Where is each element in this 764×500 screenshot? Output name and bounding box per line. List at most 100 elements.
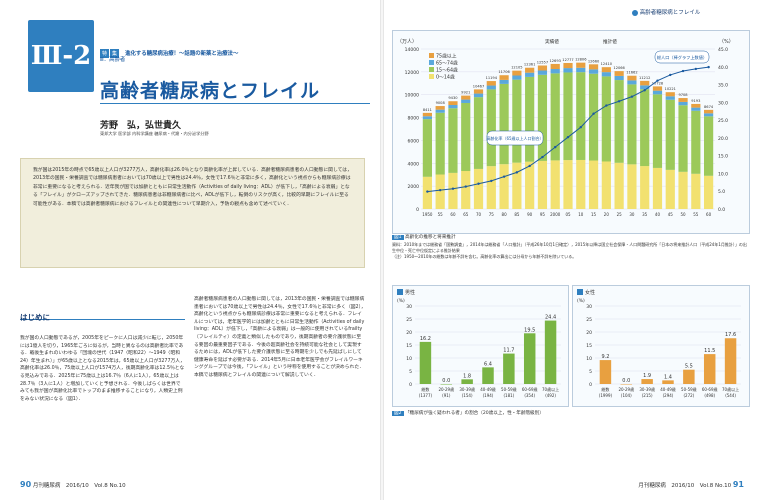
bar-segment: [652, 86, 663, 91]
data-label: 0.0: [622, 378, 630, 384]
figure-1-note-source: 資料：2010年までは総務省「国勢調査」，2014年は総務省「人口推計」（平成2…: [392, 242, 747, 253]
data-label: 24.4: [545, 315, 556, 321]
bar-segment: [627, 164, 637, 209]
bar-segment: [486, 89, 496, 167]
bar-segment: [473, 168, 484, 209]
aging-rate-point: [694, 67, 698, 71]
bar-segment: [678, 105, 688, 172]
aging-rate-point: [438, 188, 442, 192]
footer-left: 90 月刊糖尿病 2016/10 Vol.8 No.10: [20, 480, 126, 489]
y2-tick-label: 45.0: [718, 47, 728, 53]
bar: [620, 384, 633, 385]
bar: [482, 367, 494, 384]
bar: [703, 354, 716, 384]
total-label: 10467: [473, 84, 484, 88]
bar-segment: [704, 175, 714, 209]
data-label: 9.2: [601, 354, 609, 360]
section-label: Ⅲ．高齢者: [100, 57, 126, 63]
y-tick-label: 2000: [408, 184, 420, 190]
x-count-label: (1377): [419, 393, 433, 398]
x-count-label: (194): [483, 393, 494, 398]
panel-marker: [577, 289, 583, 295]
title-divider: [100, 103, 370, 104]
bar: [641, 379, 653, 384]
bar-segment: [588, 160, 599, 209]
bar-segment: [576, 72, 586, 160]
bar: [419, 341, 432, 384]
data-label: 6.4: [484, 361, 492, 367]
total-label: 12105: [511, 66, 522, 70]
figure-2-num: 図2: [392, 411, 404, 416]
bar: [440, 384, 453, 385]
y2-tick-label: 0.0: [718, 207, 725, 213]
total-label: 12557: [537, 60, 548, 64]
legend-swatch: [429, 67, 434, 72]
bar-segment: [665, 92, 675, 97]
legend-label: 65～74歳: [436, 60, 458, 67]
y-tick-label: 6000: [408, 138, 420, 144]
annotation-rate-bubble: [486, 130, 544, 146]
bar-segment: [435, 174, 445, 209]
aging-rate-point: [630, 95, 634, 98]
x-count-label: (354): [524, 393, 535, 398]
total-label: 9708: [678, 93, 688, 97]
footer-right: 月刊糖尿病 2016/10 Vol.8 No.10 91: [638, 480, 744, 489]
aging-rate-point: [477, 182, 480, 185]
x-tick-label: 40-49歳: [480, 386, 496, 392]
body-column-2: 高齢者糖尿病患者の人口動態に関しては，2013年の国民・栄養調査では糖尿病患者に…: [194, 297, 366, 378]
aging-rate-point: [592, 112, 595, 115]
x-count-label: (272): [683, 393, 694, 398]
bar-segment: [499, 83, 509, 165]
bar-segment: [473, 93, 484, 98]
total-label: 12410: [601, 62, 613, 66]
x-count-label: (498): [704, 393, 715, 398]
bar-segment: [525, 76, 535, 162]
bar-segment: [422, 112, 432, 117]
bar-segment: [563, 62, 573, 69]
data-label: 19.5: [524, 327, 535, 333]
bar-segment: [678, 101, 688, 106]
aging-rate-point: [605, 104, 608, 107]
x-count-label: (1999): [599, 393, 613, 398]
y-tick-label: 30: [586, 304, 592, 310]
bar-segment: [652, 94, 663, 168]
x-tick-label: 70: [476, 212, 482, 217]
legend-swatch: [429, 74, 434, 79]
bar-segment: [704, 109, 714, 114]
y-tick-label: 12000: [405, 70, 419, 76]
y-axis-unit-right: （%）: [719, 39, 734, 45]
x-count-label: (181): [503, 393, 514, 398]
figure-1: （万人） （%） 0 2000 4000 6000 8000 10000 12000 14000 0…: [392, 30, 750, 234]
aging-rate-point: [464, 185, 467, 188]
bar-segment: [525, 72, 535, 77]
bar-segment: [627, 75, 637, 81]
y-tick-label: 0: [409, 382, 412, 388]
bar-segment: [473, 97, 484, 169]
total-label: 9430: [448, 96, 458, 100]
body-column-1: 我が国の人口動態であるが，2005年をピークに人口は減少に転じ，2050年には1…: [20, 336, 185, 402]
aging-rate-point: [643, 89, 646, 92]
x-tick-label: 総数: [421, 386, 429, 392]
article-title: 高齢者糖尿病とフレイル: [100, 80, 321, 102]
legend-label: 75歳以上: [436, 53, 457, 60]
x-count-label: (294): [663, 393, 674, 398]
total-label: 12066: [613, 66, 625, 70]
data-label: 11.5: [704, 348, 715, 354]
journal-right: 月刊糖尿病 2016/10 Vol.8 No.10: [638, 483, 732, 489]
total-label: 11706: [498, 70, 510, 74]
y-tick-label: 20: [406, 330, 412, 336]
data-label: 11.7: [503, 348, 514, 354]
section-heading-text: はじめに: [20, 313, 50, 322]
total-label: 12806: [575, 58, 587, 62]
aging-rate-point: [681, 69, 685, 73]
total-label: 11194: [486, 76, 498, 80]
panel-title: 女性: [585, 289, 595, 296]
x-tick-label: 65: [463, 212, 469, 217]
y-tick-label: 5: [409, 369, 412, 375]
figure-1-note-remark: （注）1950～2010年の総数は年齢不詳を含む。高齢化率の算出には分母から年齢…: [392, 254, 577, 259]
y-tick-label: 15: [586, 343, 592, 349]
bar-segment: [601, 76, 611, 162]
bar-segment: [601, 72, 611, 77]
bar-segment: [499, 75, 509, 80]
bar-segment: [550, 63, 560, 70]
